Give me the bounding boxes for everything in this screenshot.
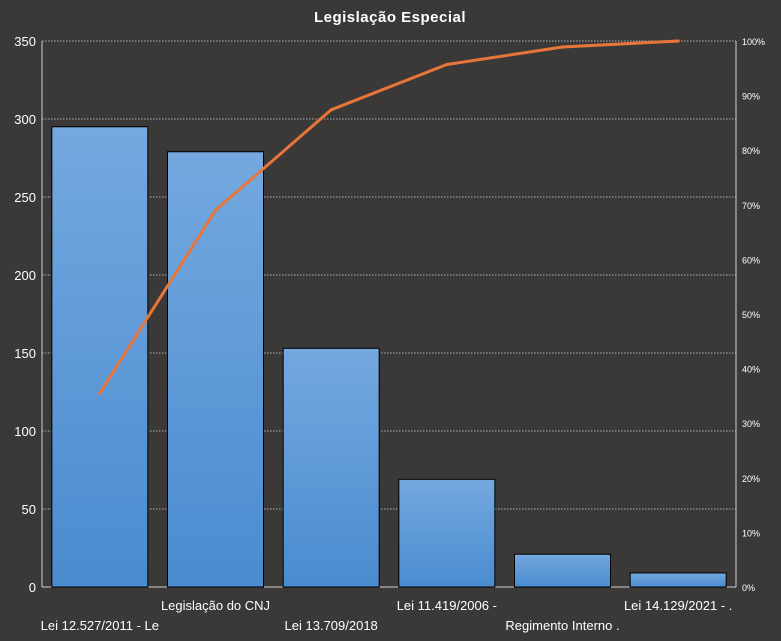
cumulative-point <box>98 391 102 395</box>
y-axis-right: 0% 10% 20% 30% 40% 50% 60% 70% 80% 90% 100% <box>735 37 765 593</box>
y2-tick-label: 100% <box>742 37 765 47</box>
bar <box>629 572 727 588</box>
y2-tick-label: 30% <box>742 419 760 429</box>
cumulative-point <box>329 108 333 112</box>
cumulative-point <box>445 62 449 67</box>
cumulative-line-path <box>98 39 680 395</box>
y2-tick-label: 80% <box>742 146 760 156</box>
bar <box>282 347 380 588</box>
category-label: Lei 11.419/2006 - <box>397 598 497 613</box>
y2-tick-label: 50% <box>742 310 760 320</box>
y-tick-label: 300 <box>14 112 36 127</box>
category-label: Lei 12.527/2011 - Le <box>41 618 159 633</box>
y2-tick-label: 70% <box>742 201 760 211</box>
cumulative-point <box>213 208 218 212</box>
category-label: Lei 14.129/2021 - . <box>624 598 732 613</box>
y-tick-label: 200 <box>14 268 36 283</box>
y-tick-label: 250 <box>14 190 36 205</box>
y2-tick-label: 40% <box>742 365 760 375</box>
cumulative-point <box>676 39 680 43</box>
cumulative-point <box>560 45 565 49</box>
category-label: Legislação do CNJ <box>161 598 270 613</box>
y2-tick-label: 20% <box>742 474 760 484</box>
y-tick-label: 100 <box>14 424 36 439</box>
bar <box>398 478 496 588</box>
y-tick-label: 0 <box>29 580 36 595</box>
y2-tick-label: 90% <box>742 92 760 102</box>
chart-title: Legislação Especial <box>314 9 466 26</box>
bar <box>51 126 149 588</box>
cumulative-line <box>98 39 680 395</box>
y-tick-label: 50 <box>22 502 36 517</box>
bar <box>166 151 265 588</box>
bar <box>513 553 612 588</box>
y2-tick-label: 60% <box>742 255 760 265</box>
category-label: Lei 13.709/2018 <box>285 618 378 633</box>
y2-tick-label: 10% <box>742 528 760 538</box>
y-tick-label: 350 <box>14 34 36 49</box>
y-tick-label: 150 <box>14 346 36 361</box>
bars <box>51 126 727 588</box>
y-axis-left: 0 50 100 150 200 250 300 350 <box>14 34 736 595</box>
category-label: Regimento Interno . <box>505 618 619 633</box>
y2-tick-label: 0% <box>742 583 755 593</box>
